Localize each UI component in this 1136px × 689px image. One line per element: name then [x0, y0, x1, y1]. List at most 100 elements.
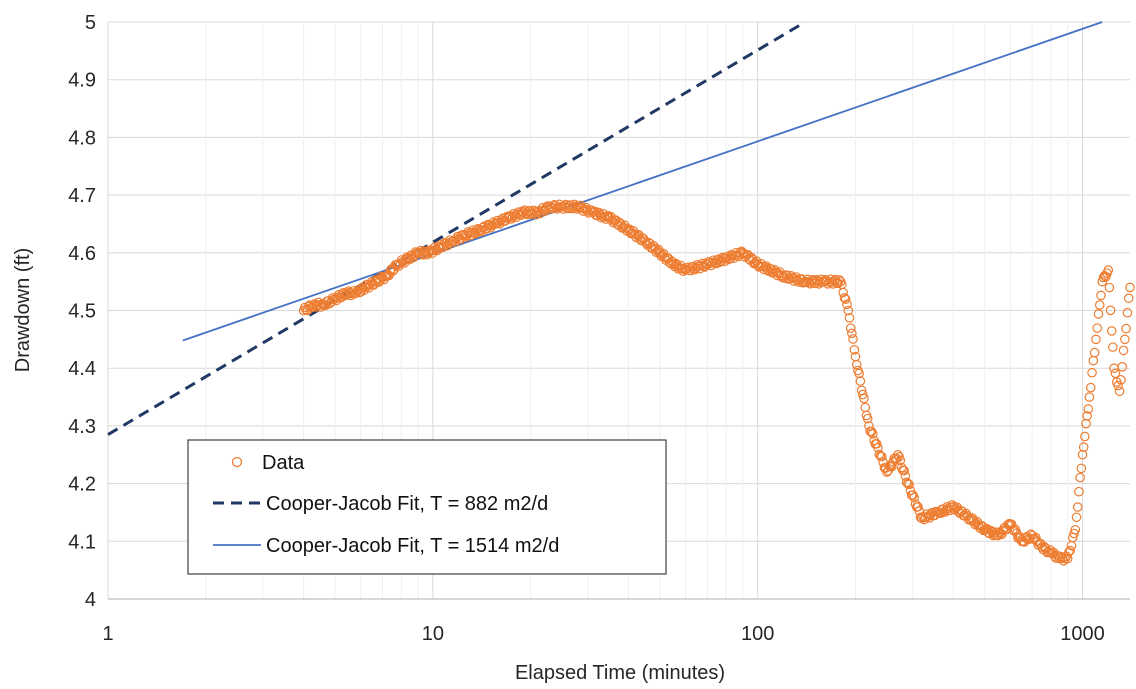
- data-point: [871, 439, 882, 449]
- data-point: [1087, 367, 1097, 378]
- data-point: [361, 279, 372, 290]
- data-point: [1093, 309, 1104, 319]
- legend: Data Cooper-Jacob Fit, T = 882 m2/d Coop…: [187, 439, 667, 575]
- data-point: [376, 271, 387, 282]
- y-tick-label: 4.9: [68, 70, 96, 92]
- data-point: [1072, 502, 1083, 512]
- y-tick-label: 4.6: [68, 243, 96, 265]
- fit-line-1514: [182, 21, 1103, 342]
- data-point: [1120, 334, 1130, 345]
- data-point: [855, 376, 866, 386]
- data-point: [1104, 282, 1115, 293]
- data-point: [903, 478, 913, 489]
- data-point: [424, 245, 435, 255]
- data-point: [1091, 334, 1101, 345]
- data-point: [849, 345, 860, 355]
- y-tick-label: 4.1: [68, 531, 96, 553]
- data-points: [298, 199, 1135, 566]
- data-point: [1071, 512, 1082, 523]
- legend-label-data: Data: [262, 452, 305, 474]
- data-point: [843, 305, 854, 316]
- data-point: [1114, 386, 1125, 397]
- data-point: [1080, 431, 1090, 442]
- data-point: [1116, 375, 1126, 385]
- x-tick-label: 1: [102, 623, 113, 645]
- data-point: [1082, 411, 1092, 421]
- data-point: [1105, 305, 1116, 316]
- data-point: [1064, 547, 1074, 557]
- data-point: [1078, 442, 1089, 452]
- legend-label-fit-1514: Cooper-Jacob Fit, T = 1514 m2/d: [266, 535, 559, 557]
- data-point: [899, 465, 909, 476]
- data-point: [1106, 326, 1117, 336]
- data-point: [1103, 265, 1114, 275]
- data-point: [762, 264, 773, 275]
- data-point: [300, 302, 310, 313]
- data-point: [840, 294, 851, 304]
- data-point: [1074, 486, 1084, 497]
- y-axis-title: Drawdown (ft): [12, 248, 34, 372]
- y-tick-label: 5: [85, 12, 96, 34]
- x-tick-label: 10: [422, 623, 444, 645]
- data-point: [864, 421, 874, 431]
- y-tick-label: 4.2: [68, 474, 96, 496]
- data-point: [847, 328, 857, 339]
- legend-box: [187, 439, 667, 575]
- data-point: [842, 299, 852, 310]
- x-axis-title: Elapsed Time (minutes): [515, 662, 725, 684]
- data-point: [1092, 323, 1103, 333]
- data-point: [754, 262, 764, 272]
- fit-line-882: [107, 20, 806, 436]
- y-tick-label: 4.4: [68, 358, 96, 380]
- data-point: [396, 255, 407, 265]
- data-point: [859, 393, 869, 404]
- data-point: [1113, 380, 1123, 391]
- data-point: [851, 359, 862, 370]
- data-point: [909, 492, 920, 503]
- data-point: [895, 455, 906, 466]
- data-point: [458, 229, 468, 240]
- data-point: [1085, 382, 1096, 393]
- legend-marker-data: [231, 456, 243, 468]
- data-point: [904, 479, 914, 490]
- y-tick-label: 4.3: [68, 416, 96, 438]
- data-point: [901, 477, 912, 488]
- data-point: [1089, 347, 1100, 358]
- data-point: [848, 334, 858, 344]
- fit-lines: [107, 20, 1103, 436]
- data-point: [672, 260, 682, 270]
- data-point: [1084, 392, 1095, 402]
- data-point: [913, 501, 923, 512]
- data-point: [874, 449, 885, 460]
- data-point: [1096, 290, 1106, 301]
- data-point: [1076, 463, 1087, 474]
- data-point: [866, 426, 877, 437]
- data-point: [845, 323, 856, 333]
- y-tick-label: 4: [85, 589, 96, 611]
- data-point: [482, 223, 492, 234]
- x-tick-label: 1000: [1060, 623, 1105, 645]
- data-point: [862, 413, 873, 424]
- data-point: [1065, 545, 1076, 556]
- tick-labels: 4 4.1 4.2 4.3 4.4 4.5 4.6 4.7 4.8 4.9 5 1 10 100 1000: [68, 12, 1105, 645]
- data-point: [1121, 323, 1131, 334]
- data-point: [1075, 472, 1085, 483]
- data-point: [1122, 307, 1133, 318]
- data-point: [1077, 449, 1088, 460]
- data-point: [1083, 404, 1094, 414]
- data-point: [1108, 342, 1118, 352]
- y-tick-label: 4.7: [68, 185, 96, 207]
- data-point: [893, 449, 903, 460]
- data-point: [1070, 524, 1081, 535]
- data-point: [1118, 345, 1129, 356]
- data-point: [867, 429, 878, 439]
- data-point: [858, 389, 868, 400]
- data-point: [844, 313, 855, 323]
- legend-label-fit-882: Cooper-Jacob Fit, T = 882 m2/d: [266, 493, 548, 515]
- data-point: [838, 287, 848, 298]
- y-tick-label: 4.5: [68, 301, 96, 323]
- y-tick-label: 4.8: [68, 127, 96, 149]
- data-point: [854, 368, 864, 379]
